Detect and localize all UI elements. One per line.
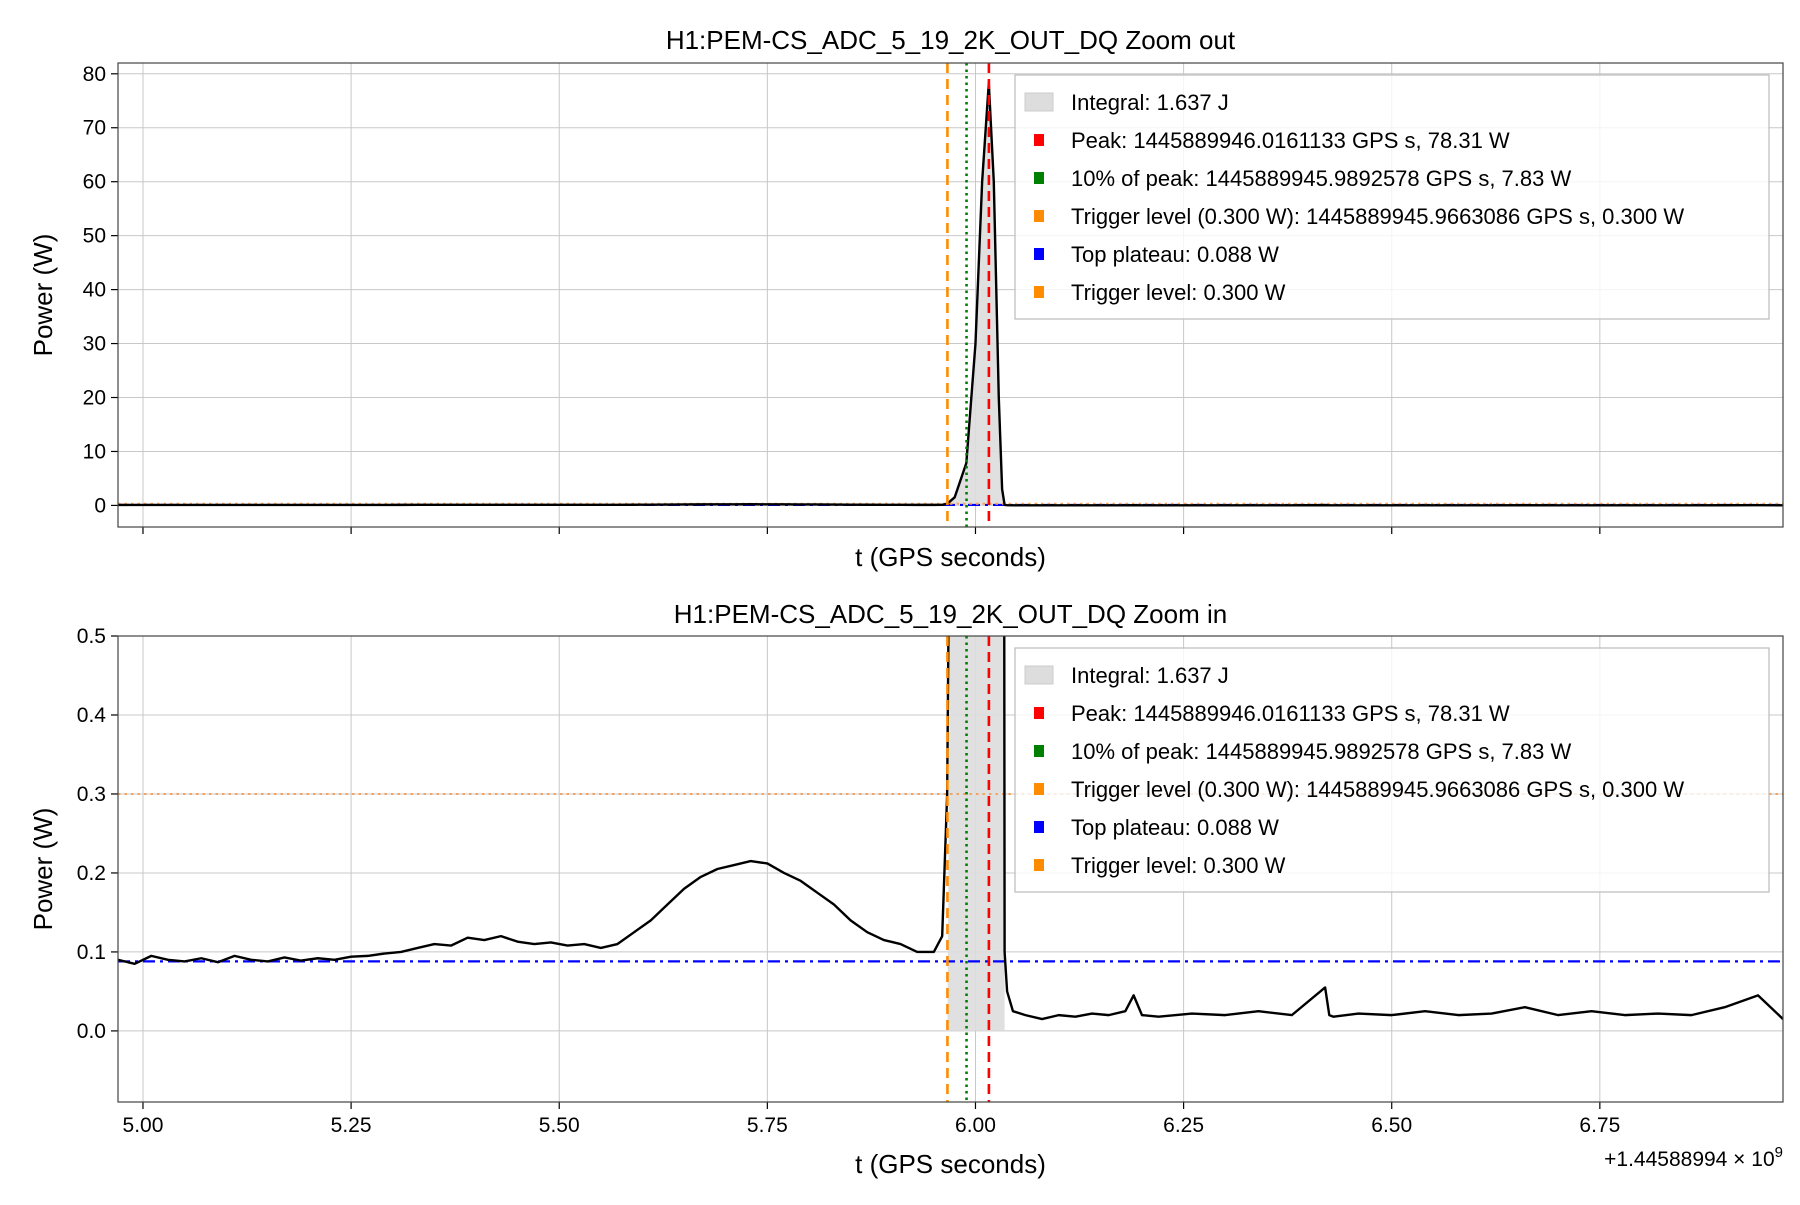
chart-title: H1:PEM-CS_ADC_5_19_2K_OUT_DQ Zoom in	[674, 599, 1227, 629]
legend-label: Top plateau: 0.088 W	[1071, 815, 1279, 840]
legend-marker	[1034, 286, 1044, 298]
legend-label: 10% of peak: 1445889945.9892578 GPS s, 7…	[1071, 166, 1571, 191]
x-tick-label: 6.75	[1579, 1114, 1620, 1137]
legend-label: Trigger level: 0.300 W	[1071, 853, 1286, 878]
legend-label: Integral: 1.637 J	[1071, 90, 1229, 115]
legend-label: Peak: 1445889946.0161133 GPS s, 78.31 W	[1071, 701, 1510, 726]
legend-label: Top plateau: 0.088 W	[1071, 242, 1279, 267]
y-tick-label: 0.5	[77, 625, 106, 648]
legend-label: Trigger level: 0.300 W	[1071, 280, 1286, 305]
legend-label: Trigger level (0.300 W): 1445889945.9663…	[1071, 204, 1684, 229]
x-offset-base: +1.44588994 × 10	[1604, 1148, 1775, 1171]
legend-marker	[1034, 859, 1044, 871]
y-tick-label: 70	[83, 117, 106, 140]
y-tick-label: 40	[83, 279, 106, 302]
legend-patch	[1024, 92, 1054, 112]
x-tick-label: 5.50	[539, 1114, 580, 1137]
y-tick-label: 0.2	[77, 862, 106, 885]
legend-marker	[1034, 134, 1044, 146]
legend-marker	[1034, 783, 1044, 795]
legend-label: Trigger level (0.300 W): 1445889945.9663…	[1071, 777, 1684, 802]
integral-fill	[947, 82, 1005, 506]
plot-content	[118, 636, 1783, 1102]
x-tick-label: 5.25	[331, 1114, 372, 1137]
y-axis-label: Power (W)	[28, 234, 58, 357]
y-tick-label: 0.0	[77, 1020, 106, 1043]
integral-fill	[947, 636, 1005, 1031]
axes-frame	[117, 635, 1784, 1103]
legend-marker	[1034, 821, 1044, 833]
legend-marker	[1034, 707, 1044, 719]
y-tick-label: 0.3	[77, 783, 106, 806]
legend-box	[1014, 74, 1770, 320]
legend-patch	[1024, 665, 1054, 685]
x-offset-label: +1.44588994 × 109	[1604, 1144, 1783, 1171]
legend-marker	[1034, 248, 1044, 260]
legend-marker	[1034, 745, 1044, 757]
legend-label: Integral: 1.637 J	[1071, 663, 1229, 688]
y-tick-label: 80	[83, 63, 106, 86]
x-tick-label: 6.00	[955, 1114, 996, 1137]
signal-line	[118, 81, 1783, 507]
y-tick-label: 60	[83, 171, 106, 194]
y-tick-label: 50	[83, 225, 106, 248]
legend-label: 10% of peak: 1445889945.9892578 GPS s, 7…	[1071, 739, 1571, 764]
x-offset-exp: 9	[1775, 1144, 1783, 1161]
axes-frame	[117, 62, 1784, 528]
y-tick-label: 0.4	[77, 704, 107, 727]
x-tick-label: 6.50	[1371, 1114, 1412, 1137]
x-tick-label: 6.25	[1163, 1114, 1204, 1137]
x-tick-label: 5.00	[123, 1114, 164, 1137]
legend-label: Peak: 1445889946.0161133 GPS s, 78.31 W	[1071, 128, 1510, 153]
y-tick-label: 0	[94, 494, 106, 517]
x-axis-label: t (GPS seconds)	[855, 1149, 1046, 1179]
y-tick-label: 0.1	[77, 941, 106, 964]
legend-box	[1014, 647, 1770, 893]
y-tick-label: 20	[83, 387, 106, 410]
y-axis-label: Power (W)	[28, 808, 58, 931]
plot-content	[118, 63, 1783, 527]
legend-marker	[1034, 210, 1044, 222]
legend-marker	[1034, 172, 1044, 184]
x-axis-label: t (GPS seconds)	[855, 542, 1046, 572]
x-tick-label: 5.75	[747, 1114, 788, 1137]
chart-title: H1:PEM-CS_ADC_5_19_2K_OUT_DQ Zoom out	[666, 25, 1236, 55]
signal-line	[118, 636, 1783, 1021]
y-tick-label: 30	[83, 333, 106, 356]
y-tick-label: 10	[83, 440, 106, 463]
